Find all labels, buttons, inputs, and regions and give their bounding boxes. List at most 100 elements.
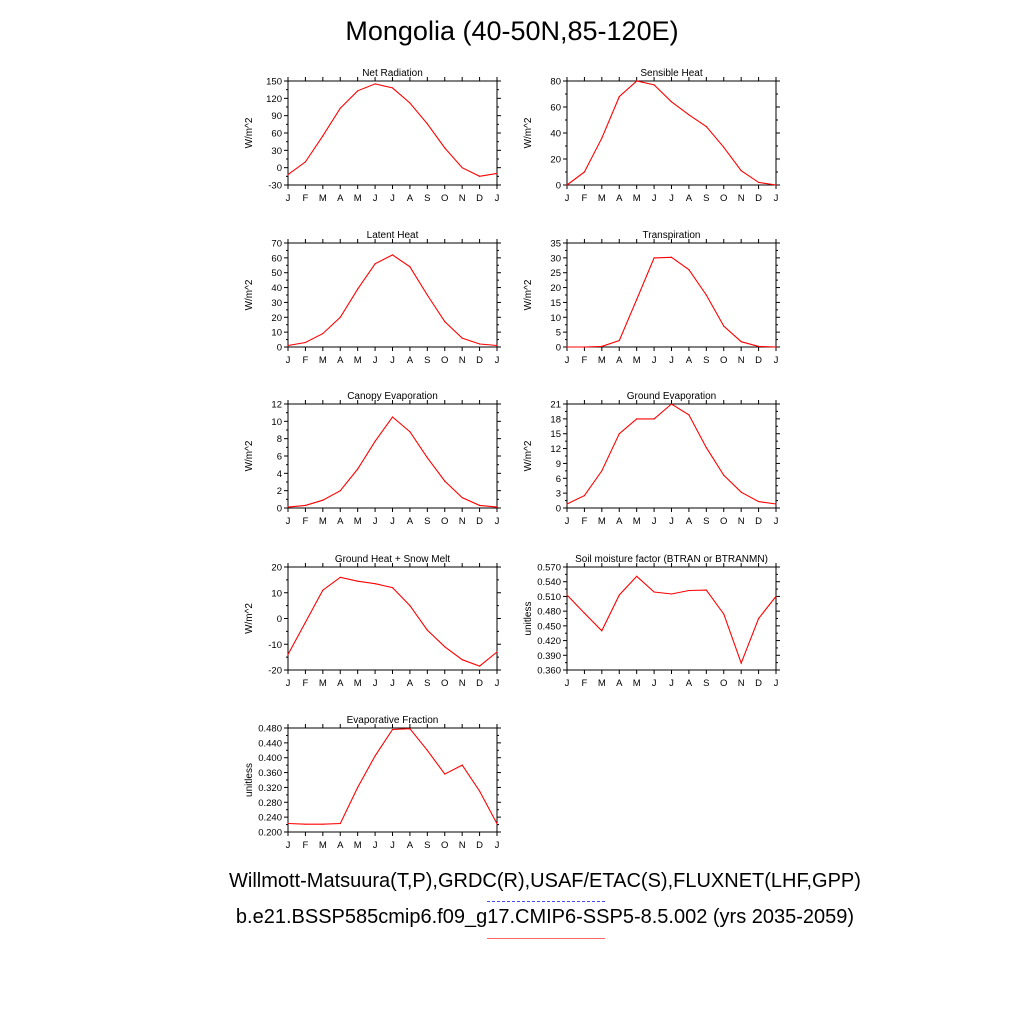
- data-point: [670, 403, 673, 405]
- x-tick-label: J: [774, 193, 779, 204]
- data-point: [322, 823, 324, 825]
- x-tick-label: J: [669, 193, 674, 204]
- panel-9: Evaporative Fraction 0.200 0.240 0.280 0.320…: [244, 715, 501, 851]
- y-tick-label: 0.420: [537, 636, 561, 647]
- x-tick-label: F: [303, 355, 309, 366]
- x-tick-label: J: [495, 516, 500, 527]
- x-tick-label: O: [720, 678, 727, 689]
- y-tick-label: 60: [271, 253, 282, 264]
- series-line: [287, 728, 498, 825]
- x-tick-label: J: [565, 516, 570, 527]
- y-tick-label: 6: [556, 474, 561, 485]
- data-point: [723, 474, 725, 476]
- data-point: [670, 101, 673, 103]
- data-point: [496, 172, 498, 175]
- y-tick-label: 150: [266, 77, 282, 88]
- x-tick-label: S: [703, 516, 709, 527]
- x-tick-label: A: [616, 678, 623, 689]
- x-tick-label: J: [652, 516, 657, 527]
- data-point: [444, 480, 446, 482]
- y-tick-label: 20: [271, 313, 282, 324]
- y-tick-label: 0.320: [258, 783, 282, 794]
- x-tick-label: D: [476, 840, 483, 851]
- x-tick-label: J: [774, 678, 779, 689]
- data-point: [409, 266, 411, 268]
- data-point: [444, 147, 446, 149]
- data-point: [740, 341, 742, 343]
- data-point: [775, 595, 777, 598]
- data-point: [357, 288, 359, 290]
- x-tick-label: M: [319, 678, 327, 689]
- x-tick-label: M: [319, 516, 327, 527]
- x-tick-label: A: [407, 678, 414, 689]
- data-point: [374, 440, 376, 442]
- obs-legend-line: [487, 901, 605, 902]
- x-tick-label: D: [476, 516, 483, 527]
- data-point: [670, 256, 673, 258]
- y-tick-label: 0: [556, 181, 561, 192]
- y-tick-label: 40: [271, 283, 282, 294]
- x-tick-label: S: [703, 193, 709, 204]
- data-point: [391, 416, 394, 418]
- data-point: [409, 605, 411, 607]
- model-legend-line: [487, 938, 605, 939]
- series-line: [287, 254, 498, 347]
- y-tick-label: 60: [550, 103, 561, 114]
- x-tick-label: J: [373, 516, 378, 527]
- x-tick-label: A: [337, 355, 344, 366]
- data-point: [566, 503, 568, 505]
- series-line: [287, 416, 498, 508]
- y-axis-label: W/m^2: [244, 117, 255, 148]
- x-tick-label: A: [407, 516, 414, 527]
- x-tick-label: J: [373, 193, 378, 204]
- panel-title: Ground Evaporation: [627, 391, 717, 402]
- y-tick-label: 9: [556, 459, 561, 470]
- y-tick-label: 0: [556, 343, 561, 354]
- data-point: [374, 755, 376, 757]
- x-tick-label: S: [424, 840, 430, 851]
- data-point: [653, 84, 655, 86]
- x-tick-label: M: [598, 355, 606, 366]
- data-point: [496, 823, 498, 825]
- x-tick-label: J: [286, 840, 291, 851]
- x-tick-label: J: [390, 840, 395, 851]
- y-tick-label: 0.570: [537, 563, 561, 574]
- y-tick-label: 12: [550, 444, 561, 455]
- x-tick-label: A: [337, 840, 344, 851]
- y-tick-label: 0: [556, 504, 561, 515]
- data-point: [426, 294, 428, 296]
- panel-title: Ground Heat + Snow Melt: [335, 554, 451, 565]
- data-point: [287, 174, 289, 176]
- data-point: [618, 96, 620, 98]
- data-point: [287, 653, 289, 656]
- x-tick-label: O: [441, 840, 448, 851]
- y-tick-label: 15: [550, 429, 561, 440]
- x-tick-label: J: [286, 678, 291, 689]
- x-tick-label: A: [337, 516, 344, 527]
- data-point: [670, 593, 673, 595]
- y-tick-label: 0: [277, 163, 282, 174]
- x-tick-label: J: [565, 678, 570, 689]
- x-tick-label: D: [476, 355, 483, 366]
- data-point: [461, 764, 463, 766]
- data-point: [653, 591, 655, 593]
- data-point: [688, 269, 690, 271]
- data-point: [461, 659, 463, 661]
- x-tick-label: A: [407, 193, 414, 204]
- x-tick-label: F: [582, 516, 588, 527]
- data-point: [618, 433, 620, 435]
- x-tick-label: A: [686, 355, 693, 366]
- x-tick-label: A: [686, 193, 693, 204]
- x-tick-label: O: [720, 516, 727, 527]
- data-point: [723, 325, 725, 327]
- data-point: [757, 500, 760, 503]
- x-tick-label: M: [598, 678, 606, 689]
- data-point: [461, 167, 463, 169]
- data-point: [636, 418, 638, 420]
- panel-title: Latent Heat: [367, 230, 419, 241]
- data-point: [287, 506, 289, 508]
- plot-frame: [287, 242, 498, 348]
